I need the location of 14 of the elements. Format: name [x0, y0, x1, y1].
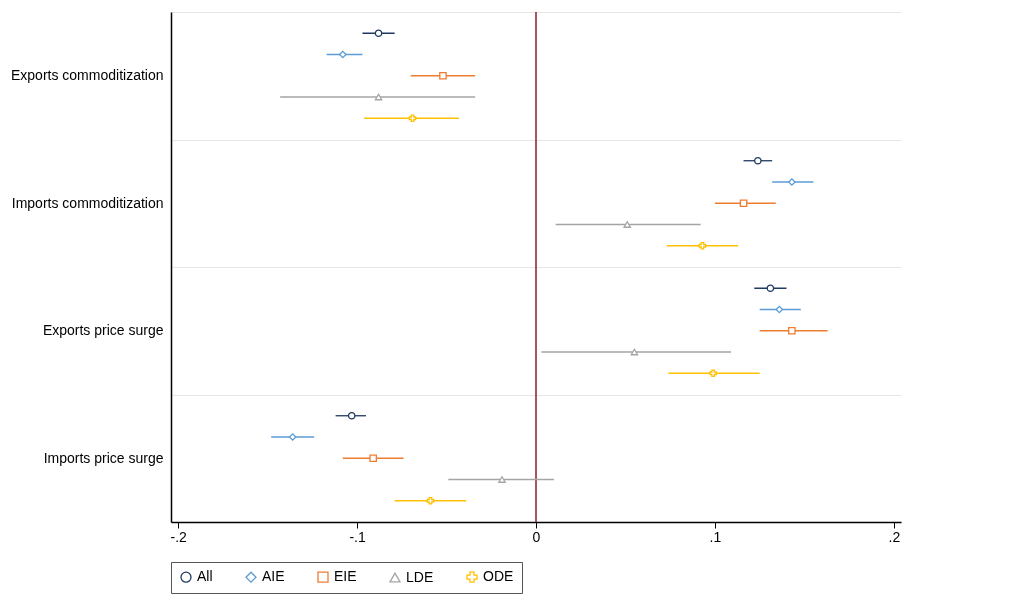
y-tick-label: Exports commoditization	[10, 67, 164, 84]
x-tick-label: .2	[888, 528, 901, 545]
y-tick-label: Imports commoditization	[11, 194, 164, 211]
legend-label: EIE	[334, 568, 357, 585]
x-tick-label: 0	[532, 528, 541, 545]
x-tick-label: -.1	[349, 528, 366, 545]
x-tick-label: -.2	[170, 528, 188, 545]
y-tick-label: Imports price surge	[43, 449, 164, 466]
legend-label: LDE	[406, 568, 434, 585]
legend-label: All	[197, 568, 213, 585]
legend-label: AIE	[262, 568, 285, 585]
y-tick-label: Exports price surge	[42, 322, 164, 339]
x-tick-label: .1	[709, 528, 722, 545]
legend-label: ODE	[483, 568, 514, 585]
